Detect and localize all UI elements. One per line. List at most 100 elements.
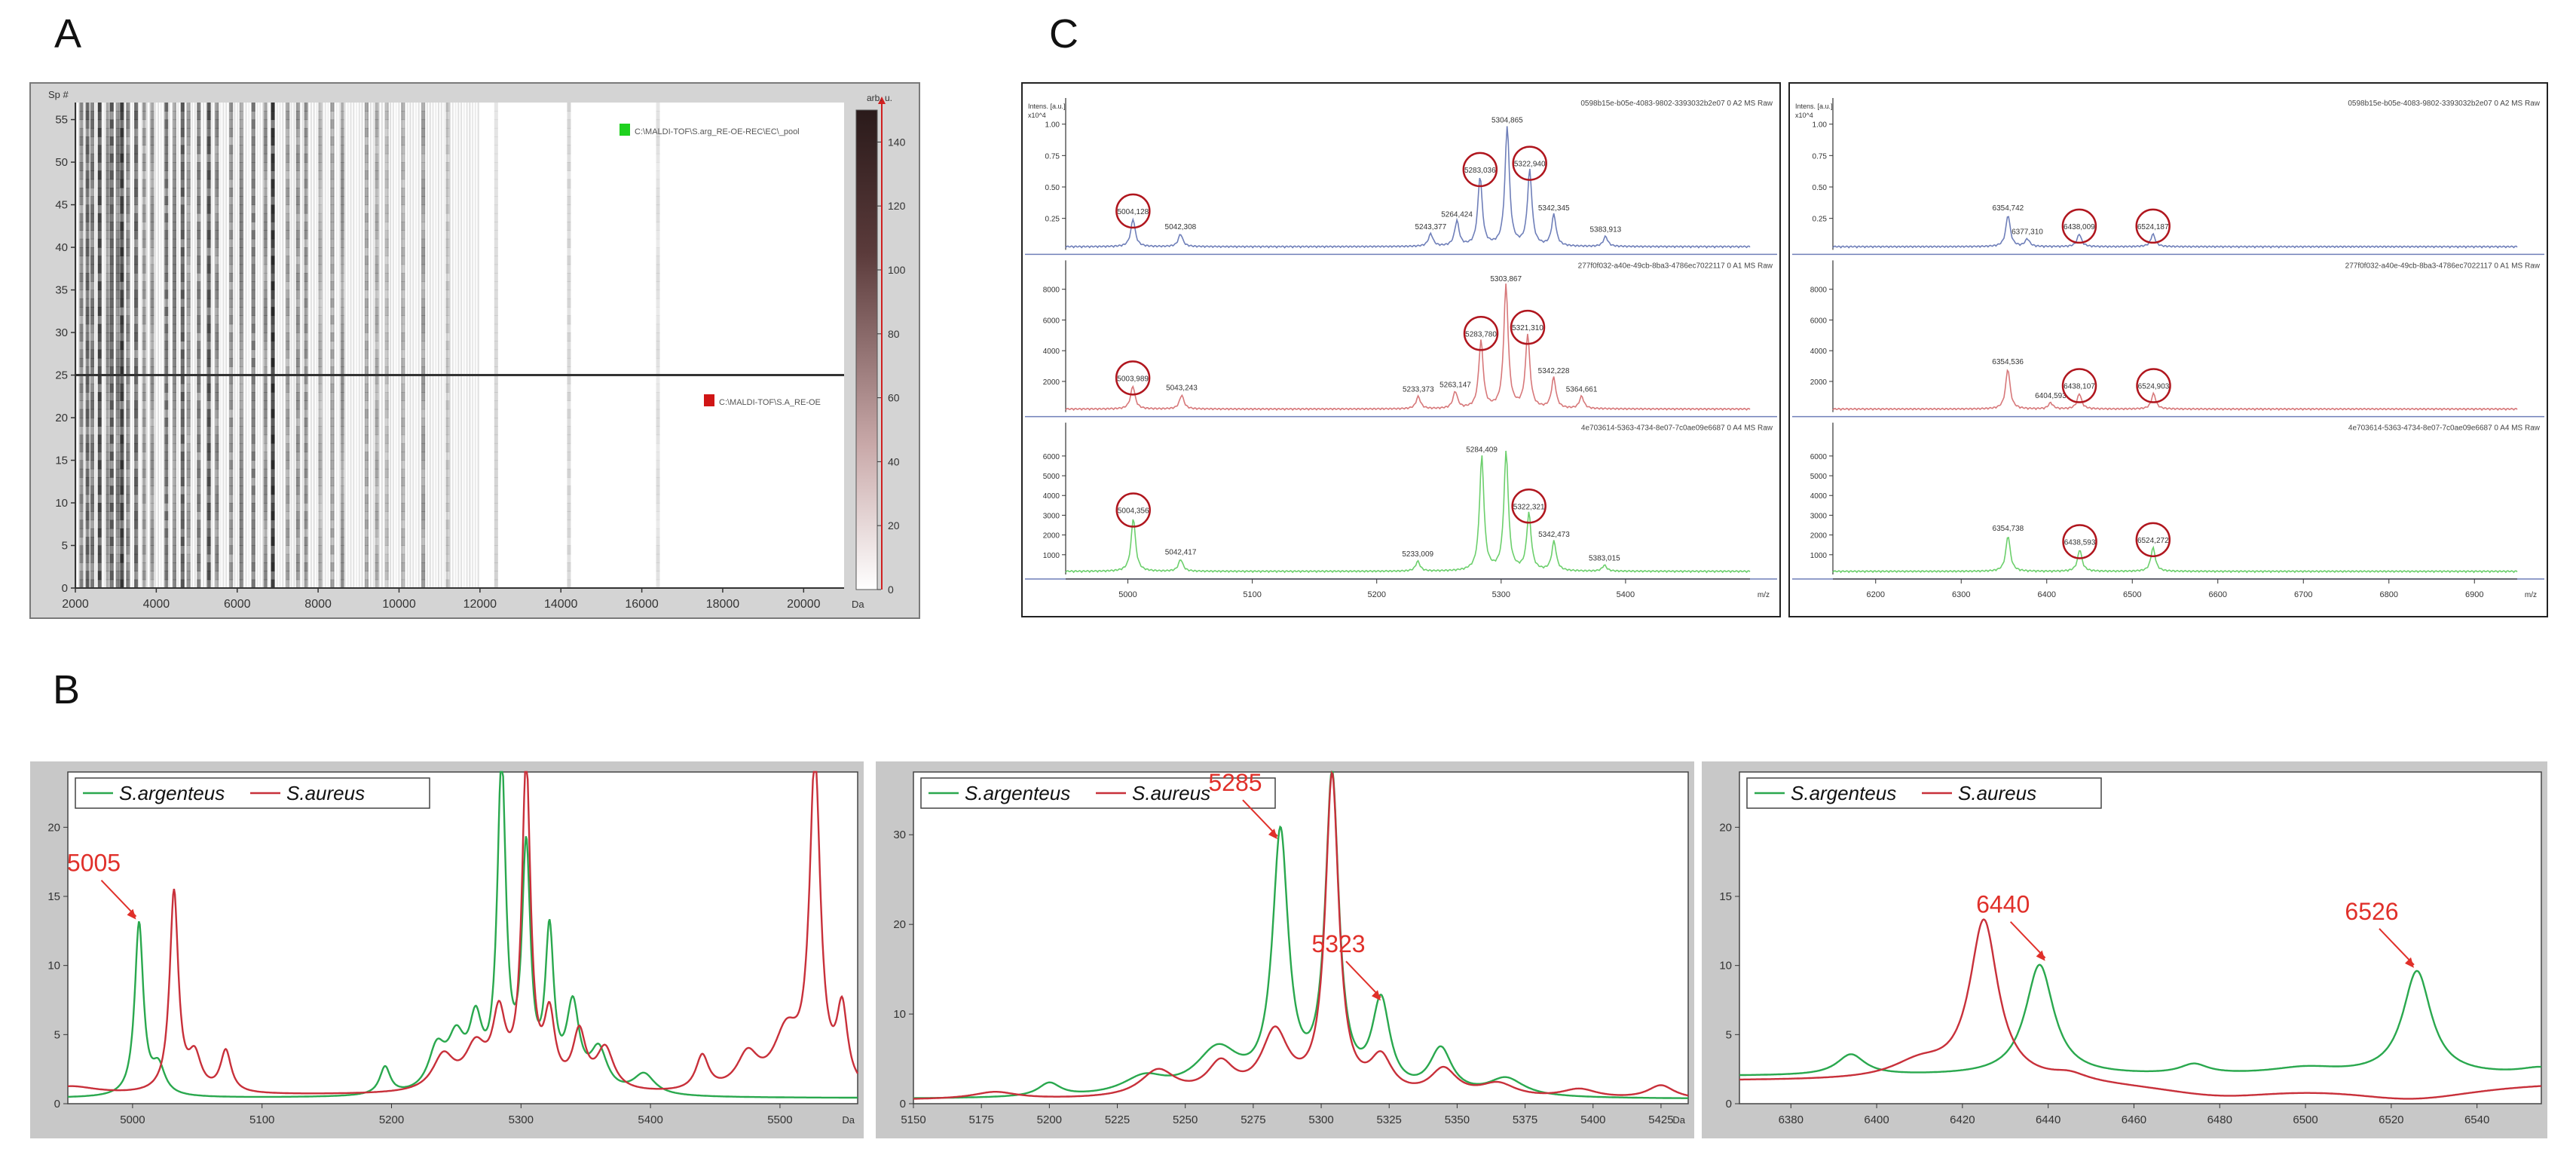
heatmap-band-cell (365, 238, 369, 248)
heatmap-band-cell (215, 323, 219, 333)
heatmap-band-cell (85, 289, 90, 299)
heatmap-band-cell (79, 238, 84, 248)
heatmap-band-cell (239, 366, 243, 376)
heatmap-band-cell (85, 357, 90, 367)
heatmap-band-cell (85, 375, 90, 384)
heatmap-band-cell (126, 400, 130, 410)
heatmap-band-cell (286, 349, 290, 359)
heatmap-band-cell (85, 511, 90, 521)
heatmap-band-cell (186, 162, 191, 171)
heatmap-band-cell (401, 289, 405, 299)
heatmap-band-cell (384, 196, 389, 206)
heatmap-band-cell (207, 366, 211, 376)
trace-header: 4e703614-5363-4734-8e07-7c0ae09e6687 0 A… (2348, 424, 2541, 433)
heatmap-band-cell (207, 256, 211, 265)
heatmap-band-cell (173, 452, 177, 461)
heatmap-band-cell (251, 519, 255, 529)
heatmap-band-cell (197, 341, 201, 351)
heatmap-band-cell (186, 494, 191, 504)
heatmap-band-cell (445, 213, 450, 222)
heatmap-band-cell (215, 230, 219, 240)
heatmap-texture (293, 103, 295, 588)
x-unit-label: Da (852, 599, 864, 610)
heatmap-band-cell (318, 562, 323, 571)
colorbar-tick-label: 40 (888, 455, 900, 467)
heatmap-band-cell (115, 119, 120, 129)
heatmap-band-cell (180, 281, 185, 291)
heatmap-texture (177, 103, 179, 588)
heatmap-band-cell (421, 553, 426, 563)
heatmap-band-cell (271, 341, 275, 351)
heatmap-band-cell (120, 222, 124, 231)
heatmap-band-cell (401, 111, 405, 121)
heatmap-band-cell (97, 494, 102, 504)
heatmap-band-cell (384, 537, 389, 547)
heatmap-band-cell (90, 315, 95, 325)
heatmap-band-cell (106, 307, 110, 316)
heatmap-band-cell (173, 545, 177, 555)
heatmap-band-cell (340, 579, 344, 589)
heatmap-band-cell (150, 357, 154, 367)
heatmap-band-cell (150, 460, 154, 470)
heatmap-band-cell (142, 332, 146, 342)
heatmap-band-cell (384, 418, 389, 427)
heatmap-band-cell (197, 170, 201, 180)
heatmap-band-cell (263, 562, 268, 571)
heatmap-band-cell (229, 170, 234, 180)
heatmap-band-cell (375, 187, 379, 197)
heatmap-band-cell (384, 153, 389, 163)
heatmap-band-cell (375, 562, 379, 571)
heatmap-band-cell (401, 418, 405, 427)
heatmap-band-cell (207, 315, 211, 325)
heatmap-band-cell (401, 145, 405, 155)
heatmap-band-cell (401, 238, 405, 248)
spectrum-trace (1065, 450, 1751, 574)
heatmap-band-cell (180, 298, 185, 308)
heatmap-band-cell (186, 187, 191, 197)
heatmap-texture (100, 103, 102, 588)
heatmap-band-cell (126, 179, 130, 188)
heatmap-texture (171, 103, 173, 588)
heatmap-band-cell (207, 545, 211, 555)
heatmap-band-cell (567, 486, 571, 495)
heatmap-band-cell (340, 187, 344, 197)
heatmap-band-cell (126, 136, 130, 146)
heatmap-texture (392, 103, 394, 588)
heatmap-band-cell (340, 409, 344, 418)
strip-y-tick-label: 6000 (1810, 453, 1828, 461)
heatmap-band-cell (109, 426, 114, 436)
heatmap-band-cell (445, 332, 450, 342)
heatmap-band-cell (197, 400, 201, 410)
heatmap-band-cell (186, 400, 191, 410)
heatmap-band-cell (229, 289, 234, 299)
heatmap-band-cell (656, 213, 660, 222)
heatmap-band-cell (126, 170, 130, 180)
heatmap-band-cell (340, 222, 344, 231)
heatmap-band-cell (173, 213, 177, 222)
heatmap-band-cell (207, 503, 211, 512)
heatmap-band-cell (567, 196, 571, 206)
heatmap-band-cell (239, 230, 243, 240)
heatmap-band-cell (215, 571, 219, 580)
heatmap-band-cell (656, 315, 660, 325)
heatmap-band-cell (90, 307, 95, 316)
y-unit-label: Intens. [a.u.] (1028, 103, 1066, 110)
heatmap-band-cell (134, 170, 139, 180)
heatmap-band-cell (150, 452, 154, 461)
heatmap-band-cell (229, 307, 234, 316)
heatmap-band-cell (271, 170, 275, 180)
heatmap-band-cell (494, 204, 498, 214)
heatmap-band-cell (197, 511, 201, 521)
heatmap-band-cell (263, 537, 268, 547)
heatmap-band-cell (90, 392, 95, 401)
heatmap-band-cell (142, 213, 146, 222)
peak-label: 6354,742 (1993, 204, 2024, 213)
peak-annotation-label: 6526 (2345, 898, 2398, 925)
heatmap-band-cell (229, 426, 234, 436)
heatmap-band-cell (120, 179, 124, 188)
heatmap-band-cell (85, 460, 90, 470)
heatmap-band-cell (494, 486, 498, 495)
heatmap-band-cell (494, 222, 498, 231)
heatmap-band-cell (340, 170, 344, 180)
heatmap-band-cell (134, 289, 139, 299)
